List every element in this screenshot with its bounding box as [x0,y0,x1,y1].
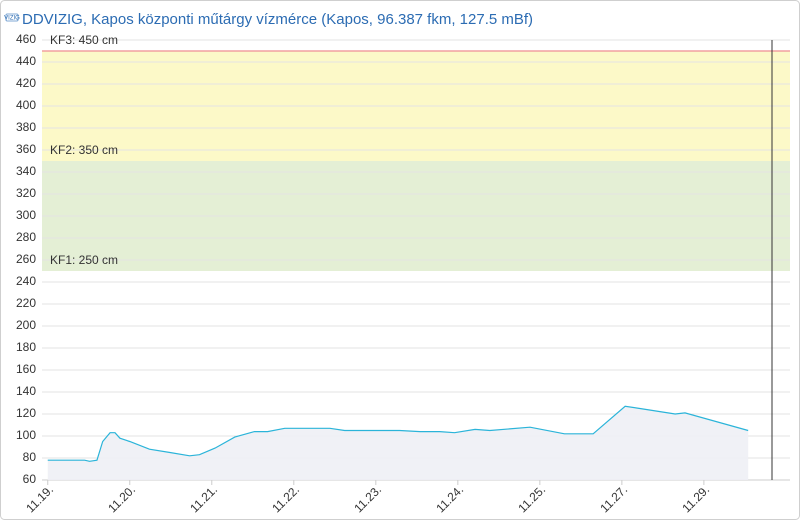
svg-text:VIZIG: VIZIG [4,16,20,22]
y-tick-label: 240 [16,274,36,288]
line [47,405,749,462]
y-tick-label: 60 [23,472,37,486]
chart-title: DDVIZIG, Kapos központi műtárgy vízmérce… [22,11,533,28]
y-tick-label: 120 [16,406,36,420]
threshold-label: KF1: 250 cm [50,253,118,267]
y-tick-label: 180 [16,340,36,354]
y-tick-label: 360 [16,142,36,156]
y-tick-label: 200 [16,318,36,332]
y-tick-label: 420 [16,76,36,90]
y-tick-label: 220 [16,296,36,310]
y-tick-label: 140 [16,384,36,398]
y-tick-label: 160 [16,362,36,376]
y-tick-label: 80 [23,450,37,464]
y-tick-label: 380 [16,120,36,134]
threshold-label: KF2: 350 cm [50,143,118,157]
y-tick-label: 340 [16,164,36,178]
y-tick-label: 260 [16,252,36,266]
y-tick-label: 440 [16,54,36,68]
logo: VIZIG [4,13,20,22]
y-tick-label: 300 [16,208,36,222]
area [47,406,749,480]
y-tick-label: 100 [16,428,36,442]
y-tick-label: 320 [16,186,36,200]
threshold-label: KF3: 450 cm [50,33,118,47]
y-tick-label: 460 [16,32,36,46]
y-tick-label: 280 [16,230,36,244]
y-tick-label: 400 [16,98,36,112]
